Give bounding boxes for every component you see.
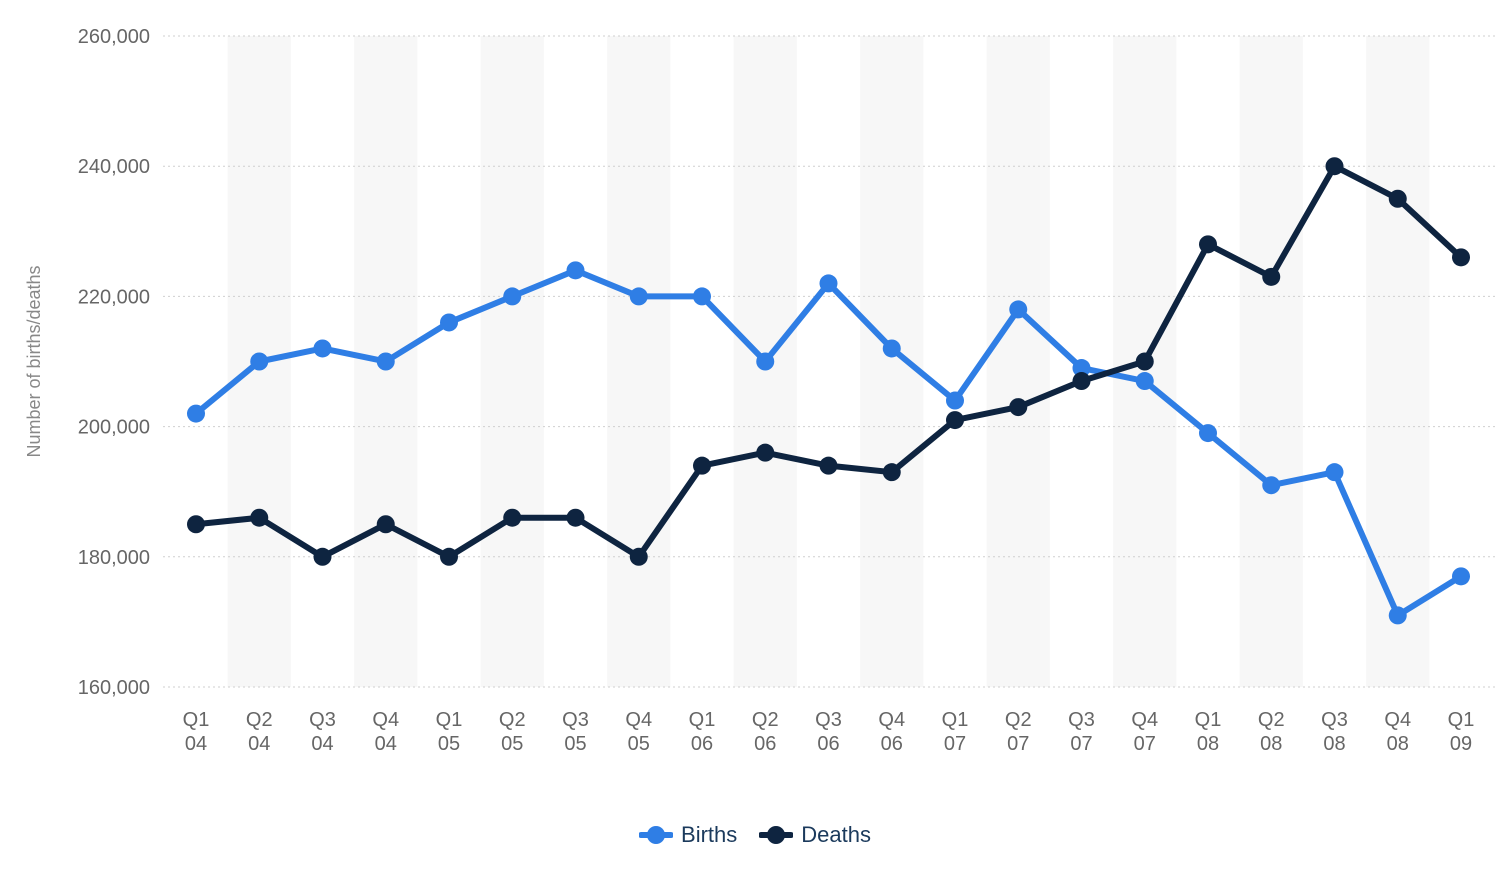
data-point-births[interactable] bbox=[440, 313, 458, 332]
legend-marker-deaths bbox=[759, 826, 794, 844]
series-layer bbox=[187, 157, 1470, 625]
column-band bbox=[607, 36, 671, 687]
data-point-deaths[interactable] bbox=[566, 508, 585, 527]
data-point-births[interactable] bbox=[819, 274, 838, 293]
y-tick-label: 220,000 bbox=[78, 286, 150, 308]
data-point-births[interactable] bbox=[629, 287, 648, 306]
data-point-deaths[interactable] bbox=[756, 443, 775, 462]
data-point-deaths[interactable] bbox=[250, 508, 269, 527]
data-point-births[interactable] bbox=[1262, 476, 1281, 495]
x-tick-label: Q2 04 bbox=[246, 709, 273, 755]
data-point-deaths[interactable] bbox=[882, 463, 901, 482]
series-births bbox=[187, 261, 1470, 625]
legend-label-deaths: Deaths bbox=[801, 822, 871, 847]
x-tick-label: Q3 08 bbox=[1321, 709, 1348, 755]
data-point-deaths[interactable] bbox=[1388, 189, 1407, 208]
x-tick-label: Q3 04 bbox=[309, 709, 336, 755]
x-tick-label: Q2 06 bbox=[752, 709, 779, 755]
x-tick-label: Q2 08 bbox=[1258, 709, 1285, 755]
x-tick-label: Q4 05 bbox=[625, 709, 652, 755]
data-point-births[interactable] bbox=[1199, 424, 1217, 443]
data-point-births[interactable] bbox=[313, 339, 332, 358]
x-tick-label: Q4 07 bbox=[1131, 709, 1158, 755]
data-point-deaths[interactable] bbox=[1199, 235, 1217, 254]
column-band bbox=[986, 36, 1050, 687]
x-tick-label: Q2 05 bbox=[499, 709, 526, 755]
series-deaths bbox=[187, 157, 1470, 566]
data-point-births[interactable] bbox=[503, 287, 522, 306]
column-band bbox=[480, 36, 544, 687]
x-tick-label: Q2 07 bbox=[1005, 709, 1032, 755]
x-tick-label: Q3 05 bbox=[562, 709, 589, 755]
y-axis-ticks: 160,000 180,000 200,000 220,000 240,000 260,0… bbox=[78, 26, 150, 699]
data-point-deaths[interactable] bbox=[629, 547, 648, 566]
data-point-deaths[interactable] bbox=[819, 456, 838, 475]
legend: Births Deaths bbox=[0, 822, 1510, 848]
column-band bbox=[1366, 36, 1430, 687]
data-point-births[interactable] bbox=[882, 339, 901, 358]
alternating-bands bbox=[227, 36, 1430, 687]
data-point-deaths[interactable] bbox=[1072, 372, 1091, 391]
x-tick-label: Q4 06 bbox=[878, 709, 905, 755]
data-point-births[interactable] bbox=[1135, 372, 1154, 391]
line-chart: 160,000 180,000 200,000 220,000 240,000 260,0… bbox=[24, 26, 1495, 755]
data-point-births[interactable] bbox=[756, 352, 775, 371]
data-point-deaths[interactable] bbox=[693, 456, 711, 475]
legend-label-births: Births bbox=[681, 822, 738, 847]
legend-item-deaths[interactable]: Deaths bbox=[759, 822, 871, 848]
y-axis-title: Number of births/deaths bbox=[24, 265, 44, 457]
x-tick-label: Q1 09 bbox=[1448, 709, 1475, 755]
x-tick-label: Q3 06 bbox=[815, 709, 842, 755]
data-point-births[interactable] bbox=[946, 391, 964, 410]
x-tick-label: Q1 07 bbox=[942, 709, 969, 755]
data-point-births[interactable] bbox=[250, 352, 269, 371]
x-tick-label: Q1 04 bbox=[183, 709, 210, 755]
data-point-deaths[interactable] bbox=[1262, 267, 1281, 286]
data-point-deaths[interactable] bbox=[187, 515, 205, 534]
data-point-births[interactable] bbox=[566, 261, 585, 280]
data-point-deaths[interactable] bbox=[376, 515, 395, 534]
y-tick-label: 240,000 bbox=[78, 156, 150, 178]
data-point-deaths[interactable] bbox=[1452, 248, 1470, 267]
gridlines bbox=[163, 35, 1495, 688]
data-point-births[interactable] bbox=[1072, 359, 1091, 378]
legend-item-births[interactable]: Births bbox=[639, 822, 737, 848]
y-tick-label: 260,000 bbox=[78, 26, 150, 48]
data-point-deaths[interactable] bbox=[1009, 398, 1028, 417]
data-point-deaths[interactable] bbox=[313, 547, 332, 566]
data-point-births[interactable] bbox=[1325, 463, 1344, 482]
data-point-deaths[interactable] bbox=[946, 411, 964, 430]
x-tick-label: Q3 07 bbox=[1068, 709, 1095, 755]
data-point-deaths[interactable] bbox=[440, 547, 458, 566]
column-band bbox=[860, 36, 924, 687]
data-point-births[interactable] bbox=[187, 404, 205, 423]
column-band bbox=[1239, 36, 1303, 687]
data-point-deaths[interactable] bbox=[1135, 352, 1154, 371]
x-tick-label: Q4 04 bbox=[372, 709, 399, 755]
data-point-births[interactable] bbox=[1009, 300, 1028, 319]
y-tick-label: 200,000 bbox=[78, 417, 150, 439]
data-point-deaths[interactable] bbox=[503, 508, 522, 527]
y-tick-label: 180,000 bbox=[78, 547, 150, 569]
x-axis-ticks: Q1 04 Q2 04 Q3 04 Q4 04 Q1 05 Q2 05 Q3 05 Q4 05 Q1 06 Q2 06… bbox=[183, 709, 1475, 755]
x-tick-label: Q1 05 bbox=[436, 709, 463, 755]
legend-marker-births bbox=[639, 826, 674, 844]
x-tick-label: Q4 08 bbox=[1384, 709, 1411, 755]
data-point-deaths[interactable] bbox=[1325, 157, 1344, 176]
x-tick-label: Q1 08 bbox=[1195, 709, 1222, 755]
data-point-births[interactable] bbox=[1388, 606, 1407, 625]
data-point-births[interactable] bbox=[376, 352, 395, 371]
data-point-births[interactable] bbox=[693, 287, 711, 306]
y-tick-label: 160,000 bbox=[78, 677, 150, 699]
x-tick-label: Q1 06 bbox=[689, 709, 716, 755]
data-point-births[interactable] bbox=[1452, 567, 1470, 586]
